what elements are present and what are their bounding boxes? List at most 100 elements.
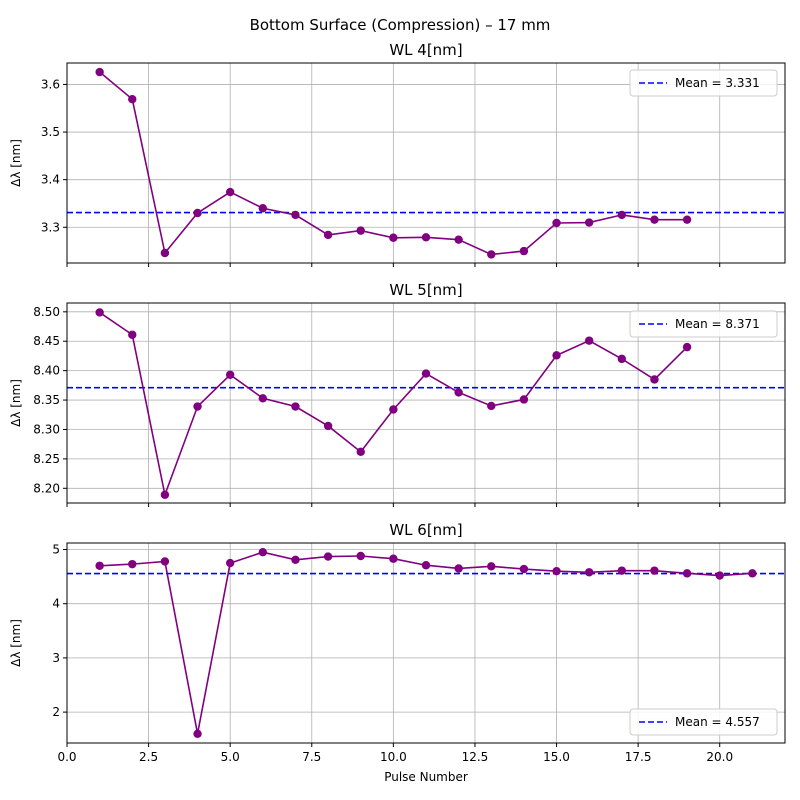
y-tick-label: 8.30 bbox=[33, 422, 60, 436]
y-tick-label: 3.6 bbox=[41, 77, 60, 91]
data-point bbox=[682, 342, 692, 352]
subplot-title: WL 4[nm] bbox=[389, 41, 462, 59]
data-point bbox=[421, 561, 431, 570]
data-point bbox=[291, 210, 300, 220]
data-point bbox=[584, 568, 594, 577]
data-point bbox=[193, 208, 202, 218]
y-tick-label: 3.3 bbox=[41, 220, 60, 234]
y-tick-label: 3.4 bbox=[41, 173, 60, 187]
data-point bbox=[617, 210, 627, 220]
legend-label: Mean = 8.371 bbox=[675, 317, 760, 331]
x-tick-label: 5.0 bbox=[221, 750, 240, 764]
subplot-1: 3.3 3.4 3.5 3.6 WL 4[nm] Δλ [nm] Mean = 3.331 bbox=[9, 41, 786, 267]
y-tick-label: 8.40 bbox=[33, 364, 60, 378]
data-point bbox=[487, 401, 496, 411]
data-point bbox=[258, 204, 268, 213]
y-tick-label: 4 bbox=[52, 597, 60, 611]
data-point bbox=[650, 215, 659, 224]
data-point bbox=[584, 336, 594, 345]
figure-suptitle: Bottom Surface (Compression) – 17 mm bbox=[250, 16, 551, 34]
x-tick-label: 12.5 bbox=[462, 750, 489, 764]
x-tick-label: 20.0 bbox=[706, 750, 733, 764]
data-point bbox=[323, 552, 333, 561]
legend-label: Mean = 4.557 bbox=[675, 715, 760, 729]
data-point bbox=[650, 375, 659, 384]
y-tick-label: 8.25 bbox=[33, 452, 60, 466]
panels: 3.3 3.4 3.5 3.6 WL 4[nm] Δλ [nm] Mean = 3.331 8… bbox=[9, 41, 786, 784]
data-point bbox=[421, 233, 431, 242]
data-point bbox=[291, 402, 300, 411]
data-point bbox=[748, 569, 757, 578]
plot-frame bbox=[66, 542, 786, 744]
data-point bbox=[552, 566, 561, 576]
subplot-2: 8.20 8.25 8.30 8.35 8.40 8.45 8.50 WL 5[nm] Δλ [… bbox=[9, 281, 786, 507]
y-tick-label: 8.50 bbox=[33, 305, 60, 319]
data-point bbox=[454, 388, 463, 397]
data-point bbox=[258, 394, 268, 403]
y-axis-label: Δλ [nm] bbox=[9, 379, 23, 427]
data-point bbox=[160, 248, 170, 258]
data-point bbox=[682, 569, 692, 578]
data-point bbox=[519, 564, 529, 574]
data-point bbox=[128, 559, 137, 569]
data-point bbox=[487, 250, 496, 259]
y-tick-label: 3.5 bbox=[41, 125, 60, 139]
data-point bbox=[356, 447, 365, 457]
data-point bbox=[95, 67, 104, 77]
data-point bbox=[519, 246, 529, 256]
y-tick-label: 3 bbox=[52, 651, 60, 665]
y-tick-label: 8.35 bbox=[33, 393, 60, 407]
y-tick-label: 2 bbox=[52, 705, 60, 719]
legend-box bbox=[629, 708, 778, 736]
plot-frame bbox=[66, 302, 786, 504]
data-point bbox=[225, 187, 235, 197]
data-point bbox=[128, 330, 137, 339]
data-point bbox=[356, 226, 365, 235]
data-point bbox=[356, 551, 365, 561]
legend: Mean = 3.331 bbox=[629, 69, 778, 97]
legend: Mean = 4.557 bbox=[629, 708, 778, 736]
x-tick-label: 10.0 bbox=[380, 750, 407, 764]
data-point bbox=[552, 351, 561, 360]
subplot-title: WL 5[nm] bbox=[389, 281, 462, 299]
legend-label: Mean = 3.331 bbox=[675, 76, 760, 90]
subplot-3: 0.0 2.5 5.0 7.5 10.0 12.5 15.0 17.5 20.0 2 3 4 5 WL 6… bbox=[9, 521, 786, 784]
data-point bbox=[258, 548, 268, 557]
data-point bbox=[682, 215, 692, 224]
x-tick-label: 7.5 bbox=[302, 750, 321, 764]
y-tick-label: 8.20 bbox=[33, 481, 60, 495]
data-point bbox=[389, 405, 398, 414]
data-point bbox=[225, 370, 235, 379]
data-point bbox=[95, 561, 104, 570]
data-point bbox=[552, 218, 561, 228]
x-tick-label: 0.0 bbox=[57, 750, 76, 764]
data-point bbox=[389, 554, 398, 563]
x-tick-label: 17.5 bbox=[625, 750, 652, 764]
data-point bbox=[193, 729, 202, 738]
data-point bbox=[323, 421, 333, 431]
data-point bbox=[95, 308, 104, 317]
data-point bbox=[160, 557, 170, 566]
data-point bbox=[193, 402, 202, 411]
x-tick-label: 15.0 bbox=[543, 750, 570, 764]
data-point bbox=[389, 233, 398, 242]
y-axis-label: Δλ [nm] bbox=[9, 139, 23, 187]
x-tick-label: 2.5 bbox=[139, 750, 158, 764]
plot-frame bbox=[66, 62, 786, 264]
x-axis-label: Pulse Number bbox=[384, 770, 468, 784]
legend: Mean = 8.371 bbox=[629, 310, 778, 338]
data-point bbox=[128, 94, 137, 104]
data-point bbox=[291, 555, 300, 565]
data-point bbox=[584, 218, 594, 227]
data-point bbox=[487, 562, 496, 571]
data-point bbox=[323, 230, 333, 240]
data-point bbox=[421, 369, 431, 378]
data-point bbox=[617, 354, 627, 364]
data-point bbox=[715, 571, 724, 580]
data-point bbox=[454, 235, 463, 244]
data-point bbox=[160, 490, 170, 499]
y-tick-label: 5 bbox=[52, 543, 60, 557]
data-point bbox=[617, 566, 627, 575]
data-point bbox=[519, 395, 529, 404]
